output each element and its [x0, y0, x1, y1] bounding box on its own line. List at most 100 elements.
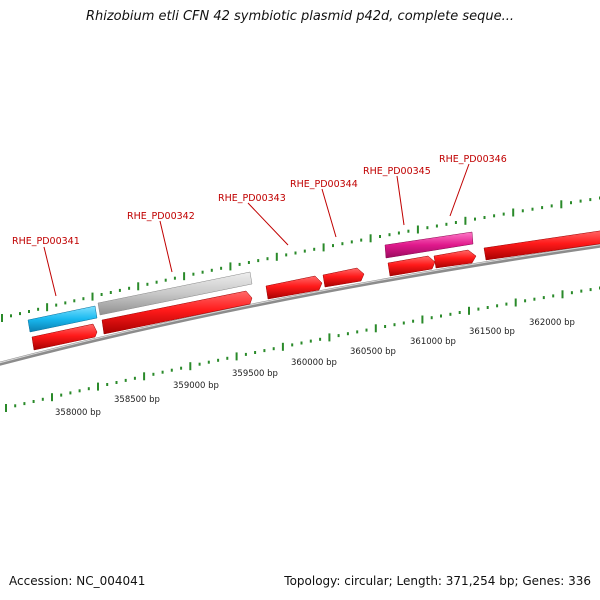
scale-label-360000: 360000 bp — [291, 358, 337, 368]
inner-track-minor-tick — [217, 358, 220, 362]
inner-track-minor-tick — [78, 389, 81, 393]
inner-track-minor-tick — [365, 328, 368, 332]
outer-track-minor-tick — [426, 226, 429, 230]
inner-track-minor-tick — [291, 343, 294, 347]
scale-label-359500: 359500 bp — [232, 369, 278, 379]
outer-track-minor-tick — [493, 214, 496, 218]
inner-track-minor-tick — [272, 347, 275, 351]
inner-track-minor-tick — [496, 304, 499, 308]
outer-track-major-tick — [322, 243, 325, 252]
inner-track-minor-tick — [14, 404, 17, 408]
leader-rhe-pd00342 — [159, 220, 173, 273]
gene-arrow-rhe-pd00342[interactable] — [101, 290, 253, 335]
inner-track-major-tick — [189, 362, 192, 371]
outer-track-major-tick — [183, 272, 186, 281]
inner-track-minor-tick — [300, 341, 303, 345]
outer-track-minor-tick — [435, 224, 438, 228]
inner-track-minor-tick — [393, 323, 396, 327]
accession-text: Accession: NC_004041 — [9, 574, 146, 588]
inner-track-minor-tick — [69, 391, 72, 395]
outer-track-minor-tick — [531, 207, 534, 211]
gene-arrow-rhe-pd00344[interactable] — [322, 267, 365, 288]
outer-scale-track — [1, 196, 600, 322]
inner-track-minor-tick — [115, 381, 118, 384]
outer-track-minor-tick — [109, 291, 112, 294]
gene-arrow-rhe-pd00346[interactable] — [433, 249, 477, 269]
outer-track-minor-tick — [37, 307, 40, 311]
gene-label-rhe-pd00343[interactable]: RHE_PD00343 — [218, 193, 286, 204]
outer-track-minor-tick — [55, 303, 58, 307]
gene-label-rhe-pd00341[interactable]: RHE_PD00341 — [12, 236, 80, 247]
inner-track-minor-tick — [309, 339, 312, 343]
cds-feature-magenta[interactable] — [384, 231, 474, 259]
inner-track-minor-tick — [346, 332, 349, 336]
inner-track-minor-tick — [524, 299, 527, 303]
outer-track-minor-tick — [454, 221, 457, 224]
inner-track-minor-tick — [106, 383, 109, 386]
outer-track-major-tick — [137, 282, 140, 291]
inner-track-minor-tick — [402, 321, 405, 325]
scale-label-362000: 362000 bp — [529, 318, 575, 328]
outer-track-minor-tick — [570, 201, 572, 205]
inner-track-minor-tick — [263, 349, 266, 353]
inner-track-major-tick — [5, 404, 7, 412]
outer-track-minor-tick — [10, 314, 12, 318]
leader-rhe-pd00341 — [43, 246, 57, 297]
inner-track-minor-tick — [533, 297, 536, 301]
outer-track-minor-tick — [589, 198, 592, 202]
plasmid-backbone-highlight — [0, 244, 600, 364]
outer-track-minor-tick — [550, 204, 553, 208]
inner-track-minor-tick — [180, 366, 183, 370]
gene-label-rhe-pd00345[interactable]: RHE_PD00345 — [363, 166, 431, 177]
outer-track-minor-tick — [28, 310, 30, 313]
inner-track-minor-tick — [486, 306, 489, 309]
gene-arrow-rhe-pd00345[interactable] — [387, 255, 436, 277]
map-title: Rhizobium etli CFN 42 symbiotic plasmid … — [85, 9, 515, 24]
scale-label-360500: 360500 bp — [350, 347, 396, 357]
outer-track-minor-tick — [201, 270, 204, 274]
inner-track-minor-tick — [161, 370, 164, 374]
gene-label-rhe-pd00344[interactable]: RHE_PD00344 — [290, 179, 358, 190]
gene-arrow-next[interactable] — [483, 230, 600, 261]
inner-track-minor-tick — [477, 307, 480, 311]
inner-scale-track — [5, 286, 600, 412]
inner-track-minor-tick — [41, 397, 44, 401]
outer-track-minor-tick — [173, 276, 176, 280]
inner-track-minor-tick — [412, 319, 415, 323]
outer-track-minor-tick — [407, 229, 410, 233]
inner-track-minor-tick — [552, 294, 555, 298]
outer-track-minor-tick — [332, 244, 334, 248]
outer-track-minor-tick — [445, 222, 448, 226]
inner-track-major-tick — [514, 298, 517, 307]
outer-track-minor-tick — [294, 251, 297, 255]
cds-feature-cyan[interactable] — [27, 305, 98, 333]
gene-label-rhe-pd00342[interactable]: RHE_PD00342 — [127, 211, 195, 222]
gene-arrow-rhe-pd00341[interactable] — [31, 323, 98, 351]
gene-arrow-rhe-pd00343[interactable] — [265, 275, 323, 300]
inner-track-minor-tick — [170, 368, 173, 372]
leader-rhe-pd00345 — [396, 175, 405, 226]
outer-track-minor-tick — [474, 217, 476, 221]
scale-label-358500: 358500 bp — [114, 395, 160, 405]
outer-track-minor-tick — [257, 259, 260, 263]
inner-track-minor-tick — [244, 352, 247, 356]
outer-track-major-tick — [369, 234, 372, 243]
outer-track-minor-tick — [541, 206, 544, 210]
cds-feature-gray[interactable] — [97, 271, 253, 316]
inner-track-minor-tick — [570, 291, 573, 295]
outer-track-major-tick — [275, 252, 278, 261]
inner-track-minor-tick — [337, 334, 340, 338]
inner-track-major-tick — [281, 342, 284, 351]
gene-label-rhe-pd00346[interactable]: RHE_PD00346 — [439, 154, 507, 165]
outer-track-minor-tick — [341, 242, 344, 246]
inner-track-minor-tick — [133, 376, 136, 380]
outer-track-minor-tick — [210, 268, 213, 272]
scale-labels: 358000 bp 358500 bp 359000 bp 359500 bp … — [55, 318, 575, 418]
inner-track-minor-tick — [152, 372, 155, 376]
outer-track-minor-tick — [303, 249, 306, 253]
outer-track-minor-tick — [220, 266, 223, 270]
outer-track-minor-tick — [192, 272, 195, 276]
inner-track-minor-tick — [87, 387, 90, 391]
inner-track-minor-tick — [384, 325, 387, 328]
